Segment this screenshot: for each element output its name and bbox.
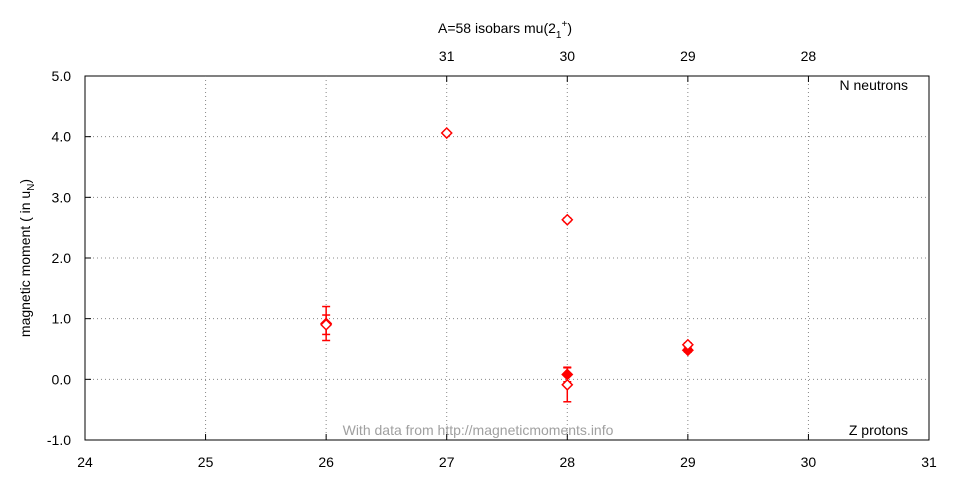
x-tick-label: 31 bbox=[921, 454, 937, 470]
x2-tick-label: 28 bbox=[801, 48, 817, 64]
annotation: Z protons bbox=[849, 422, 908, 438]
x-tick-label: 28 bbox=[559, 454, 575, 470]
y-tick-label: 3.0 bbox=[52, 189, 72, 205]
x2-tick-label: 30 bbox=[559, 48, 575, 64]
annotation: N neutrons bbox=[840, 77, 908, 93]
point bbox=[561, 213, 574, 226]
x-tick-label: 29 bbox=[680, 454, 696, 470]
x2-tick-label: 29 bbox=[680, 48, 696, 64]
point bbox=[561, 378, 574, 391]
y-axis-label: magnetic moment ( in uN) bbox=[17, 179, 37, 337]
ylabel-end: ) bbox=[17, 179, 33, 184]
title-text: A=58 isobars mu(2 bbox=[438, 20, 556, 36]
title-end: ) bbox=[567, 20, 572, 36]
plot-frame bbox=[84, 75, 930, 441]
y-tick-label: 5.0 bbox=[52, 68, 72, 84]
y-tick-label: 0.0 bbox=[52, 371, 72, 387]
y-tick-label: -1.0 bbox=[47, 432, 71, 448]
x-tick-label: 25 bbox=[198, 454, 214, 470]
watermark: With data from http://magneticmoments.in… bbox=[343, 422, 614, 438]
ylabel-sub: N bbox=[26, 184, 37, 191]
ylabel-text: magnetic moment ( in u bbox=[17, 191, 33, 337]
y-tick-label: 4.0 bbox=[52, 129, 72, 145]
point bbox=[440, 126, 453, 140]
x2-tick-label: 31 bbox=[439, 48, 455, 64]
x-tick-label: 30 bbox=[801, 454, 817, 470]
title-sub: 1 bbox=[556, 30, 562, 41]
y-tick-label: 2.0 bbox=[52, 250, 72, 266]
x-tick-label: 24 bbox=[77, 454, 93, 470]
title-sup: + bbox=[561, 19, 567, 30]
point bbox=[320, 318, 333, 331]
y-tick-label: 1.0 bbox=[52, 311, 72, 327]
x-tick-label: 27 bbox=[439, 454, 455, 470]
point bbox=[681, 338, 694, 351]
x-tick-label: 26 bbox=[318, 454, 334, 470]
chart-title: A=58 isobars mu(21+) bbox=[438, 19, 572, 41]
